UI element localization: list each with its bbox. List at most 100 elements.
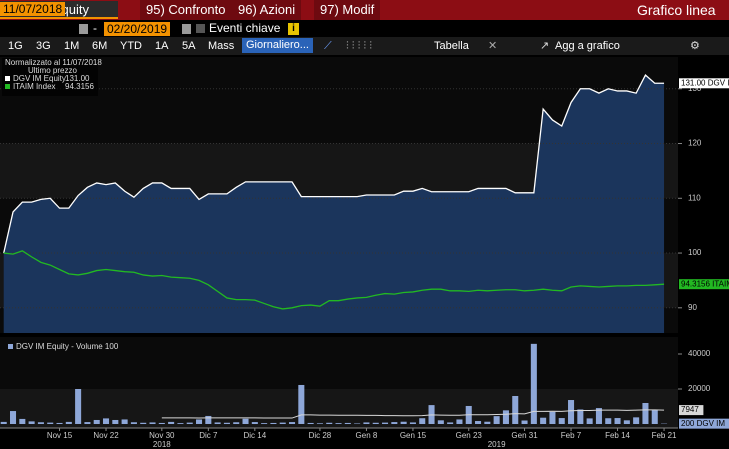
volume-bar [363,422,370,424]
moving-average [161,409,665,419]
x-tick-label: Nov 22 [93,431,119,440]
y-tick-label: 110 [688,193,701,202]
y-tick-label: 20000 [688,384,711,393]
action-button[interactable]: 97) Modif [314,0,381,20]
volume-bar [103,418,110,424]
legend-swatch [5,84,10,89]
volume-bar [9,411,17,424]
start-date[interactable]: 11/07/2018 [0,2,66,16]
x-tick-label: Nov 30 [149,431,175,440]
volume-bar [484,421,491,424]
x-tick-label: Feb 7 [561,431,582,440]
volume-bar [372,422,379,424]
volume-bar [279,422,286,424]
period-button[interactable]: 3G [36,40,51,52]
x-tick-label: Gen 8 [356,431,378,440]
volume-bar [19,418,26,424]
volume-bar [158,422,165,424]
volume-bar [354,423,361,424]
x-tick-label: Dic 28 [309,431,332,440]
volume-bar [326,422,333,424]
volume-bar [47,422,54,424]
volume-bar [168,421,175,424]
volume-bar [149,422,156,424]
events-label[interactable]: Eventi chiave [209,21,281,35]
period-button[interactable]: YTD [120,40,142,52]
volume-bar [456,419,463,424]
volume-bar [84,422,91,424]
x-tick-label: Gen 31 [511,431,538,440]
chart-icons[interactable]: ⫶ ⫶ ⫶ ⫶ ⫶ [346,40,372,52]
period-button[interactable]: 1G [8,40,23,52]
volume-bar [642,403,649,424]
volume-bar [614,418,621,424]
legend-name: DGV IM Equity [13,74,66,83]
volume-bar [595,408,602,424]
settings-icon[interactable]: ⚙ [690,40,700,52]
calendar-icon[interactable] [182,24,191,34]
legend-swatch [8,344,13,349]
volume-bar [382,422,389,424]
period-button[interactable]: 5A [182,40,196,52]
price-tag: 94.3156 ITAIM [681,279,729,288]
volume-bar [391,422,398,424]
volume-bar [307,422,314,424]
legend-title: Normalizzato al 11/07/2018 [5,58,102,67]
edit-icon[interactable]: ✕ [488,40,498,52]
x-tick-label: Nov 15 [47,431,73,440]
volume-bar [316,423,323,424]
price-tag-box [679,405,704,416]
legend-swatch [5,76,10,81]
action-button[interactable]: 95) Confronto [140,0,232,20]
volume-bar [512,396,519,424]
price-tag: 200 DGV IM [681,419,725,428]
volume-bar [28,421,35,424]
volume-bar [530,343,537,424]
year-label: 2019 [488,440,506,449]
x-tick-label: Dic 14 [243,431,266,440]
volume-bar [549,411,556,424]
volume-bar [400,421,407,424]
volume-bar [223,422,230,424]
price-tag: 7947 [681,405,699,414]
end-date[interactable]: 02/20/2019 [104,22,171,36]
volume-bar [493,416,500,424]
volume-bar [186,422,193,424]
volume-bar [651,410,658,424]
period-button[interactable]: Mass [208,40,235,52]
volume-bar [419,418,426,424]
add-icon[interactable]: ↗ [540,40,550,52]
line [3,74,665,254]
x-tick-label: Feb 21 [652,431,677,440]
y-tick-label: 40000 [688,349,711,358]
info-icon[interactable]: i [288,23,299,35]
line [3,250,665,310]
volume-bar [65,421,72,424]
volume-bar [521,420,528,424]
chart-kind[interactable]: Grafico linea [637,2,716,18]
volume-bar [558,418,565,424]
volume-bar [233,422,240,424]
price-tag-box [679,78,729,89]
period-button[interactable]: 6M [92,40,108,52]
volume-bar [112,419,119,424]
calendar-icon[interactable] [79,24,88,34]
volume-bar [251,422,258,424]
volume-bar [261,423,268,424]
table-button[interactable]: Tabella [434,40,469,52]
legend-value: 131.00 [65,74,90,83]
action-button[interactable]: 96) Azioni [232,0,302,20]
line-icon[interactable]: ⟋ [324,40,332,52]
volume-bar [121,419,128,424]
add-button[interactable]: Agg a grafico [555,40,620,52]
period-button[interactable]: 1A [155,40,169,52]
volume-bar [130,422,137,424]
y-tick-label: 100 [688,248,702,257]
x-tick-label: Dic 7 [199,431,218,440]
checkbox[interactable] [196,24,205,33]
frequency-button[interactable]: Giornaliero... [242,38,313,53]
volume-bar [335,423,342,424]
period-button[interactable]: 1M [64,40,80,52]
legend-subtitle: Ultimo prezzo [28,66,77,75]
